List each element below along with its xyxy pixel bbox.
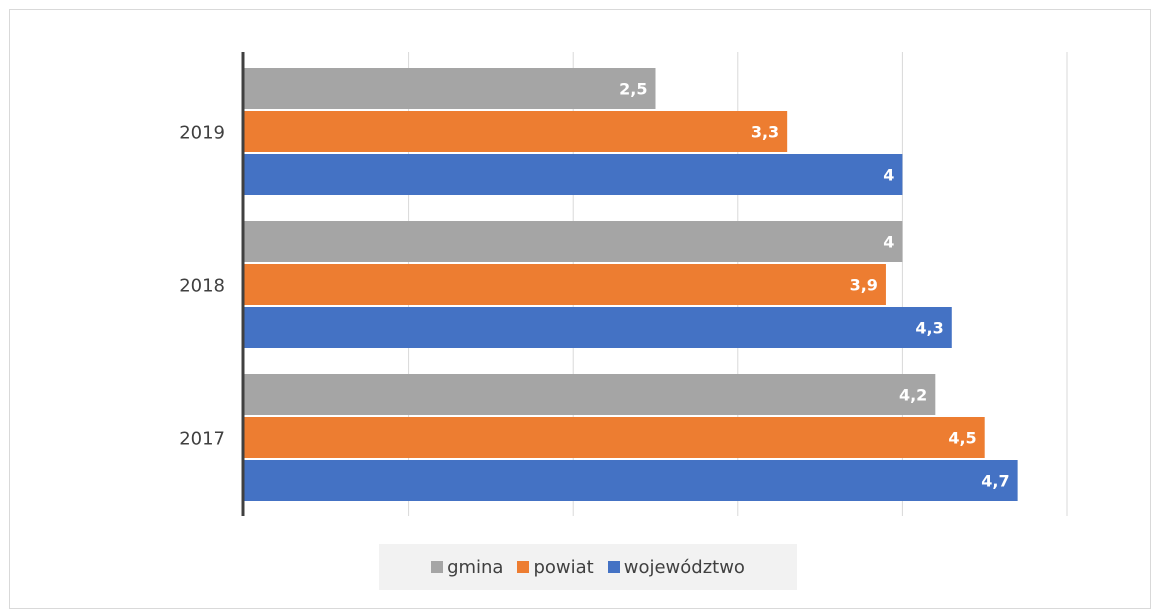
bar-chart: 2,5 3,3 4 2019 4 3,9 4,3 2018 4,2 4,5 4,7 2017 [179, 52, 1068, 516]
bar-województwo-2017 [244, 460, 1018, 501]
bar-gmina-2019 [244, 68, 656, 109]
bar-powiat-2019 [244, 111, 788, 152]
legend-swatch-wojewodztwo [607, 561, 620, 573]
data-label: 4,3 [915, 319, 943, 338]
legend-item-gmina: gmina [431, 557, 503, 578]
legend-item-wojewodztwo: województwo [607, 556, 745, 578]
data-label: 4 [883, 166, 894, 185]
bar-powiat-2017 [244, 417, 985, 458]
bar-województwo-2019 [244, 154, 903, 195]
data-label: 4,2 [899, 386, 927, 405]
legend-swatch-gmina [431, 561, 444, 573]
legend-swatch-powiat [517, 561, 530, 573]
category-label-2019: 2019 [179, 123, 225, 144]
legend-label-gmina: gmina [447, 556, 504, 578]
data-label: 2,5 [619, 80, 647, 99]
legend-label-powiat: powiat [533, 556, 594, 578]
data-label: 3,3 [751, 123, 779, 142]
bar-gmina-2018 [244, 221, 903, 262]
bar-powiat-2018 [244, 264, 886, 305]
chart-legend: gmina powiat województwo [379, 544, 797, 590]
data-label: 4,5 [948, 429, 976, 448]
bar-gmina-2017 [244, 374, 936, 415]
category-label-2018: 2018 [179, 276, 225, 297]
data-label: 4,7 [981, 472, 1009, 491]
category-label-2017: 2017 [179, 429, 225, 450]
data-label: 3,9 [850, 276, 878, 295]
data-label: 4 [883, 233, 894, 252]
bar-województwo-2018 [244, 307, 952, 348]
legend-item-powiat: powiat [517, 556, 594, 578]
legend-label-wojewodztwo: województwo [623, 556, 745, 578]
